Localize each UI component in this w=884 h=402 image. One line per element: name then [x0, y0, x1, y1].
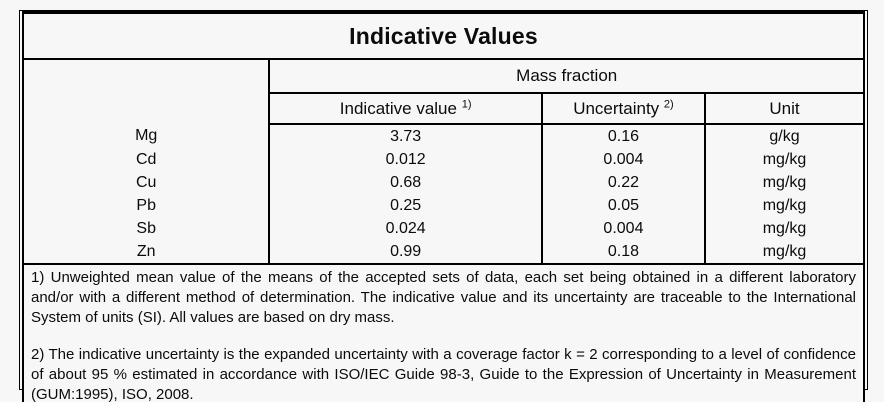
uncertainty-value: 0.18: [540, 240, 706, 264]
footnotes-row: 1) Unweighted mean value of the means of…: [23, 263, 864, 402]
page-title: Indicative Values: [23, 12, 864, 60]
table-row-cd: Cd 0.012 0.004 mg/kg: [23, 148, 864, 171]
unit-value: mg/kg: [704, 194, 864, 217]
certificate-table: Indicative Values Mass fraction Indicati…: [22, 11, 865, 402]
table-row-sb: Sb 0.024 0.004 mg/kg: [23, 217, 864, 240]
indicative-value: 0.012: [268, 148, 542, 171]
unit-value: mg/kg: [704, 240, 864, 264]
table-row-mg: Mg 3.73 0.16 g/kg: [23, 124, 864, 148]
uncertainty-value: 0.004: [540, 148, 706, 171]
column-header-uncertainty-label: Uncertainty: [573, 98, 660, 118]
column-header-indicative-value: Indicative value 1): [268, 93, 542, 125]
indicative-value: 0.25: [268, 194, 542, 217]
footnote-mark-1: 1): [461, 97, 472, 110]
indicative-value: 0.68: [268, 171, 542, 194]
footnote-1: 1) Unweighted mean value of the means of…: [31, 269, 856, 326]
element-symbol: Cu: [135, 173, 157, 191]
element-symbol: Cd: [135, 150, 157, 168]
indicative-values-table: Indicative Values Mass fraction Indicati…: [19, 10, 868, 402]
uncertainty-value: 0.004: [540, 217, 706, 240]
group-header-row: Mass fraction: [23, 59, 864, 94]
table-row-zn: Zn 0.99 0.18 mg/kg: [23, 240, 864, 264]
unit-value: mg/kg: [704, 217, 864, 240]
element-symbol: Mg: [135, 127, 158, 144]
footnotes-section: 1) Unweighted mean value of the means of…: [23, 263, 864, 402]
element-symbol: Zn: [136, 242, 156, 260]
corner-empty-cell: [23, 59, 269, 124]
footnote-2: 2) The indicative uncertainty is the exp…: [31, 346, 856, 402]
indicative-value: 3.73: [268, 124, 542, 148]
column-header-row: Indicative value 1) Uncertainty 2) Unit: [23, 93, 864, 125]
unit-value: mg/kg: [704, 171, 864, 194]
group-header-mass-fraction: Mass fraction: [268, 59, 864, 94]
table-row-pb: Pb 0.25 0.05 mg/kg: [23, 194, 864, 217]
indicative-value: 0.99: [268, 240, 542, 264]
indicative-value: 0.024: [268, 217, 542, 240]
unit-value: mg/kg: [704, 148, 864, 171]
footnote-mark-2: 2): [663, 97, 674, 110]
column-header-indicative-value-label: Indicative value: [339, 98, 457, 118]
column-header-unit: Unit: [704, 93, 864, 125]
table-row-cu: Cu 0.68 0.22 mg/kg: [23, 171, 864, 194]
element-symbol: Pb: [136, 196, 156, 214]
unit-value: g/kg: [704, 124, 864, 148]
uncertainty-value: 0.16: [540, 124, 706, 148]
uncertainty-value: 0.22: [540, 171, 706, 194]
title-row: Indicative Values: [23, 12, 864, 60]
column-header-uncertainty: Uncertainty 2): [540, 93, 706, 125]
element-symbol: Sb: [136, 219, 156, 237]
uncertainty-value: 0.05: [540, 194, 706, 217]
